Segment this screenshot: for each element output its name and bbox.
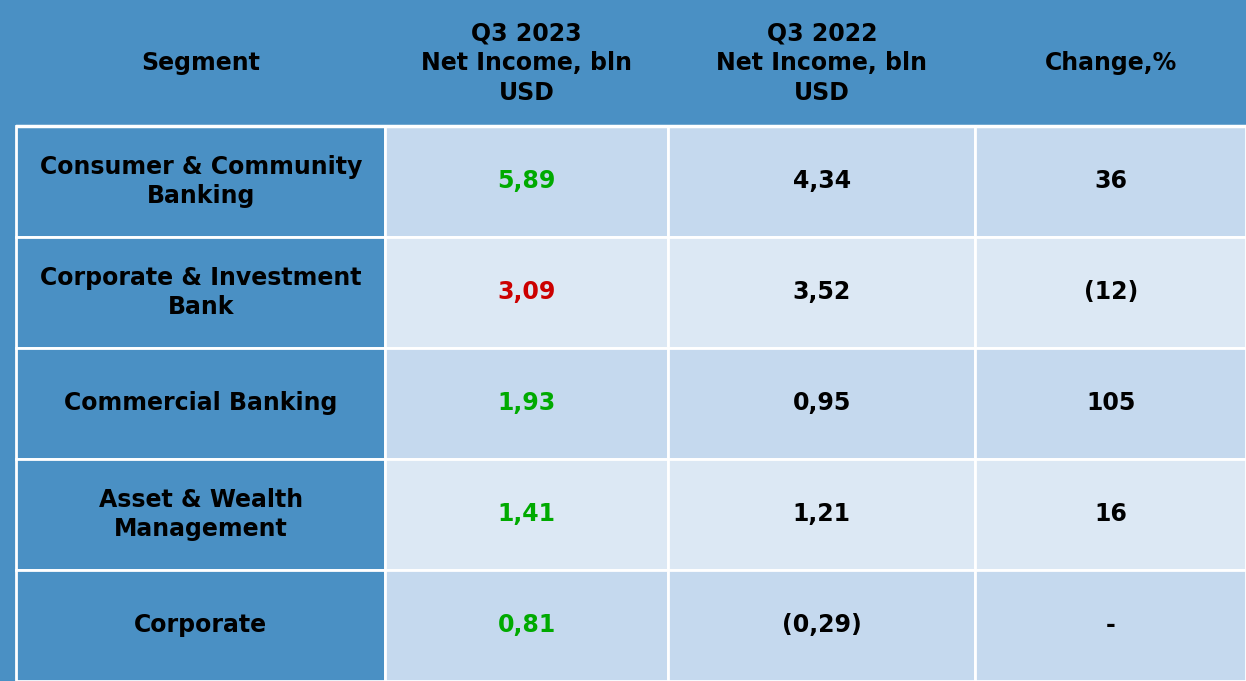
Bar [385,126,668,237]
Text: Q3 2023
Net Income, bln
USD: Q3 2023 Net Income, bln USD [421,21,632,105]
Text: (12): (12) [1084,281,1138,304]
Bar [668,570,976,681]
Text: (0,29): (0,29) [782,614,862,637]
Bar [16,126,385,237]
Text: 105: 105 [1087,392,1135,415]
Text: 0,81: 0,81 [497,614,556,637]
Bar [668,348,976,459]
Bar [976,459,1246,570]
Bar [16,570,385,681]
Bar [668,237,976,348]
Text: Corporate: Corporate [135,614,268,637]
Bar [16,0,1246,126]
Text: 3,52: 3,52 [792,281,851,304]
Bar [976,348,1246,459]
Bar [668,459,976,570]
Bar [16,348,385,459]
Bar [385,348,668,459]
Bar [976,237,1246,348]
Text: 1,21: 1,21 [792,503,851,526]
Bar [16,459,385,570]
Text: 4,34: 4,34 [792,170,851,193]
Bar [976,126,1246,237]
Text: 3,09: 3,09 [497,281,556,304]
Text: Asset & Wealth
Management: Asset & Wealth Management [98,488,303,541]
Text: Commercial Banking: Commercial Banking [64,392,338,415]
Text: Consumer & Community
Banking: Consumer & Community Banking [40,155,363,208]
Text: Change,%: Change,% [1044,51,1177,75]
Text: 1,93: 1,93 [497,392,556,415]
Text: 5,89: 5,89 [497,170,556,193]
Text: Corporate & Investment
Bank: Corporate & Investment Bank [40,266,361,319]
Bar [385,570,668,681]
Bar [976,570,1246,681]
Text: 36: 36 [1094,170,1128,193]
Text: 0,95: 0,95 [792,392,851,415]
Bar [385,237,668,348]
Bar [668,126,976,237]
Bar [385,459,668,570]
Text: Segment: Segment [141,51,260,75]
Text: 16: 16 [1094,503,1128,526]
Bar [16,237,385,348]
Text: -: - [1106,614,1115,637]
Text: Q3 2022
Net Income, bln
USD: Q3 2022 Net Income, bln USD [716,21,927,105]
Text: 1,41: 1,41 [497,503,556,526]
